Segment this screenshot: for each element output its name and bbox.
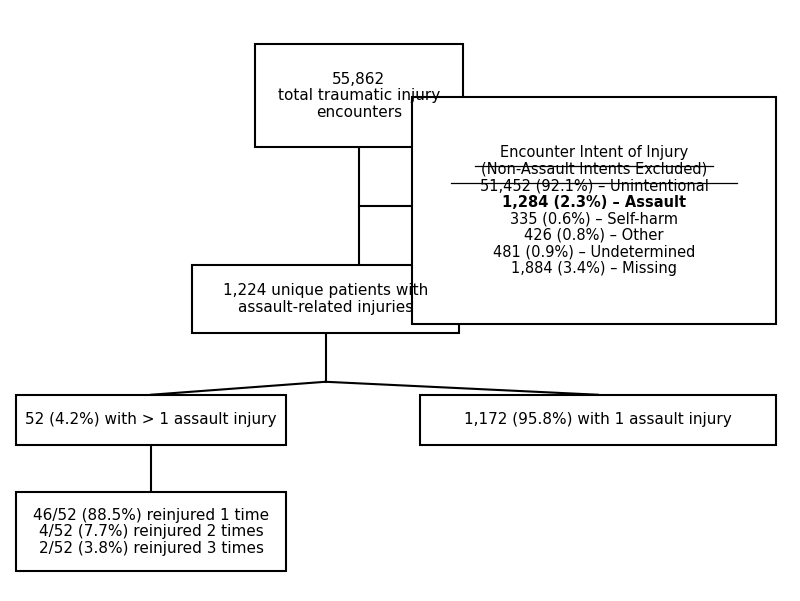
Text: 335 (0.6%) – Self-harm: 335 (0.6%) – Self-harm xyxy=(510,212,678,227)
Text: encounters: encounters xyxy=(316,105,402,120)
FancyBboxPatch shape xyxy=(255,44,462,147)
Text: 52 (4.2%) with > 1 assault injury: 52 (4.2%) with > 1 assault injury xyxy=(26,412,277,427)
Text: 2/52 (3.8%) reinjured 3 times: 2/52 (3.8%) reinjured 3 times xyxy=(38,541,263,556)
Text: 46/52 (88.5%) reinjured 1 time: 46/52 (88.5%) reinjured 1 time xyxy=(33,508,269,523)
FancyBboxPatch shape xyxy=(192,265,459,333)
Text: 4/52 (7.7%) reinjured 2 times: 4/52 (7.7%) reinjured 2 times xyxy=(38,524,263,539)
Text: 1,284 (2.3%) – Assault: 1,284 (2.3%) – Assault xyxy=(502,195,686,210)
Text: 1,884 (3.4%) – Missing: 1,884 (3.4%) – Missing xyxy=(511,261,677,276)
Text: 55,862: 55,862 xyxy=(332,72,386,87)
Text: total traumatic injury: total traumatic injury xyxy=(278,88,440,103)
Text: Encounter Intent of Injury: Encounter Intent of Injury xyxy=(500,145,688,160)
Text: 481 (0.9%) – Undetermined: 481 (0.9%) – Undetermined xyxy=(493,245,695,260)
Text: 51,452 (92.1%) – Unintentional: 51,452 (92.1%) – Unintentional xyxy=(480,178,709,194)
Text: assault-related injuries: assault-related injuries xyxy=(238,300,413,315)
Text: 1,172 (95.8%) with 1 assault injury: 1,172 (95.8%) with 1 assault injury xyxy=(464,412,732,427)
FancyBboxPatch shape xyxy=(420,395,776,445)
Text: (Non-Assault Intents Excluded): (Non-Assault Intents Excluded) xyxy=(481,162,707,177)
FancyBboxPatch shape xyxy=(412,97,776,324)
Text: 1,224 unique patients with: 1,224 unique patients with xyxy=(223,283,428,298)
FancyBboxPatch shape xyxy=(16,395,286,445)
Text: 426 (0.8%) – Other: 426 (0.8%) – Other xyxy=(524,228,664,243)
FancyBboxPatch shape xyxy=(16,492,286,572)
